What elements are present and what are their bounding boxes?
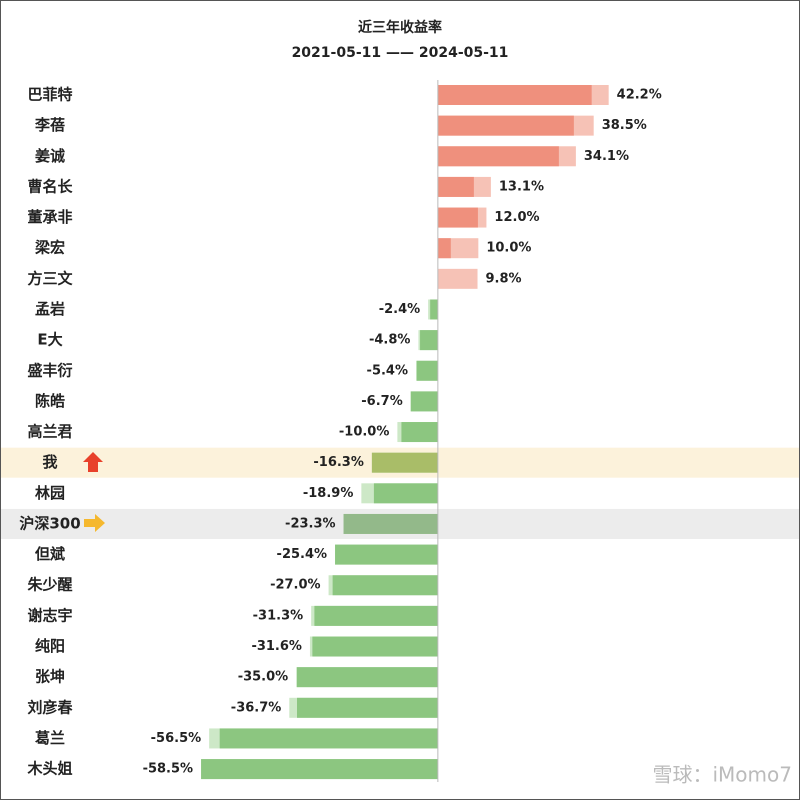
value-label: 42.2% [617,88,662,103]
bar [437,207,478,228]
value-label: -4.8% [369,333,410,348]
bar [410,391,438,412]
chart-title: 近三年收益率 [358,19,442,36]
value-label: -25.4% [277,547,328,562]
bar [437,176,474,197]
bar [420,330,438,351]
bar [312,636,438,657]
category-label: 林园 [35,484,65,502]
bar [430,299,438,320]
category-label: 盛丰衍 [27,361,72,379]
value-label: -2.4% [379,302,420,317]
value-label: -6.7% [361,394,402,409]
category-label: 李蓓 [34,116,65,134]
bar [373,483,438,504]
category-label: 但斌 [34,545,65,563]
category-label: 刘彦春 [27,698,72,716]
bar [437,268,478,289]
value-label: -58.5% [143,762,194,777]
category-label: 木头姐 [26,760,72,778]
bar [335,544,438,565]
value-label: -27.0% [270,578,321,593]
value-label: -18.9% [303,486,354,501]
category-label: 沪深300 [19,514,80,532]
right-arrow [84,514,105,532]
value-label: 9.8% [486,271,522,286]
category-label: 高兰君 [27,423,72,441]
category-label: 陈皓 [35,392,65,410]
bar [416,360,438,381]
bar [219,728,438,749]
bar [371,452,438,473]
value-label: -36.7% [231,700,282,715]
category-label: 姜诚 [35,147,65,165]
category-label: E大 [37,331,62,349]
category-label: 梁宏 [34,239,65,257]
value-label: -10.0% [339,425,390,440]
bar [437,238,451,259]
category-label: 我 [42,453,57,471]
category-label: 巴菲特 [27,86,72,104]
value-label: -31.6% [251,639,302,654]
bar [201,759,438,780]
up-arrow [83,452,103,472]
bar [437,85,592,105]
category-label: 谢志宇 [27,606,72,624]
value-label: 10.0% [486,241,531,256]
category-label: 朱少醒 [27,576,72,594]
value-label: -31.3% [253,608,304,623]
value-label: -23.3% [285,516,336,531]
category-label: 纯阳 [35,637,65,655]
value-label: -16.3% [313,455,364,470]
value-label: -5.4% [367,363,408,378]
bar [297,667,438,688]
value-label: 34.1% [584,149,629,164]
bar [437,146,559,167]
value-label: 38.5% [602,118,647,133]
bar [332,575,438,596]
category-label: 方三文 [27,269,73,287]
chart-subtitle: 2021-05-11 —— 2024-05-11 [292,45,509,61]
category-label: 葛兰 [34,729,65,747]
category-label: 张坤 [35,668,65,686]
bar [343,513,438,534]
value-label: 12.0% [494,210,539,225]
value-label: -35.0% [238,670,289,685]
category-label: 孟岩 [35,300,65,318]
category-label: 董承非 [27,208,72,226]
bar [401,422,438,443]
bar [314,605,438,626]
watermark: 雪球：iMomo7 [653,763,793,787]
bar [297,697,438,718]
bar [437,115,574,136]
value-label: -56.5% [151,731,202,746]
category-label: 曹名长 [27,177,73,195]
value-label: 13.1% [499,179,544,194]
